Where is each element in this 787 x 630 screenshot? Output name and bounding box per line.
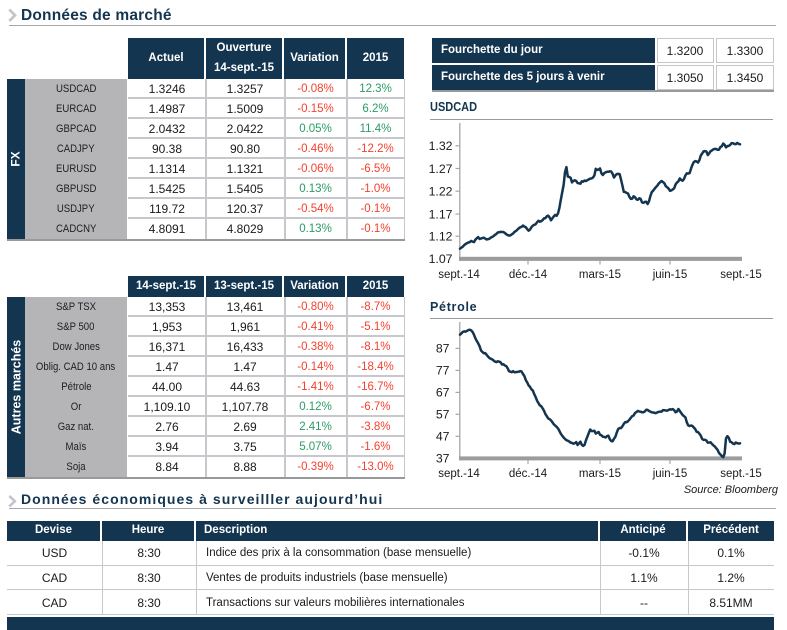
svg-text:sept.-15: sept.-15 (720, 269, 762, 281)
svg-text:1.27: 1.27 (429, 162, 453, 176)
svg-text:37: 37 (436, 452, 450, 466)
svg-text:juin-15: juin-15 (652, 468, 688, 480)
svg-text:1.12: 1.12 (429, 230, 453, 244)
svg-text:87: 87 (436, 342, 450, 356)
svg-text:1.22: 1.22 (429, 185, 453, 199)
svg-text:1.17: 1.17 (429, 207, 453, 221)
svg-text:sept.-15: sept.-15 (720, 468, 762, 480)
svg-text:sept.-14: sept.-14 (438, 468, 480, 480)
svg-text:sept.-14: sept.-14 (438, 269, 480, 281)
svg-text:57: 57 (436, 408, 450, 422)
svg-text:1.07: 1.07 (429, 252, 453, 266)
svg-text:1.32: 1.32 (429, 139, 453, 153)
svg-text:mars-15: mars-15 (579, 468, 621, 480)
svg-text:77: 77 (436, 364, 450, 378)
svg-text:67: 67 (436, 386, 450, 400)
svg-text:47: 47 (436, 430, 450, 444)
svg-text:mars-15: mars-15 (579, 269, 621, 281)
svg-text:déc.-14: déc.-14 (509, 468, 548, 480)
svg-text:déc.-14: déc.-14 (509, 269, 548, 281)
svg-text:juin-15: juin-15 (652, 269, 688, 281)
